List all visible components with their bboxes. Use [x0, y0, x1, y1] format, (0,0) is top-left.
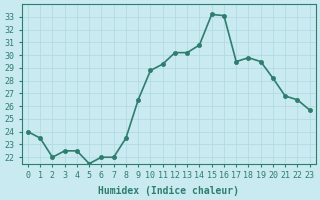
X-axis label: Humidex (Indice chaleur): Humidex (Indice chaleur)	[98, 186, 239, 196]
